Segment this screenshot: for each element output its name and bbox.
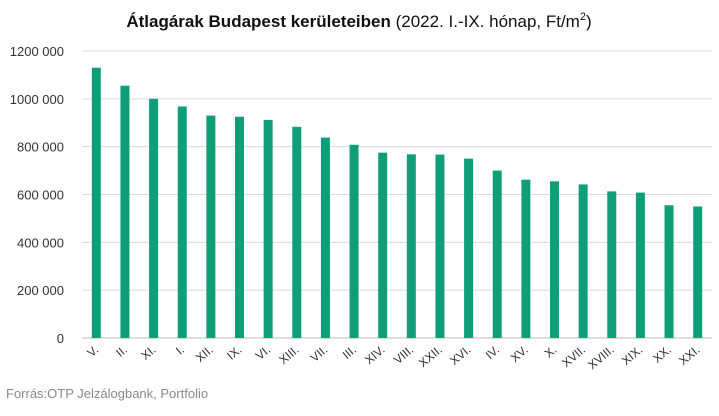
gridlines xyxy=(82,50,712,339)
x-tick-label: XVII. xyxy=(559,343,588,370)
x-tick-label: XIV. xyxy=(362,343,388,368)
x-tick-label: XIII. xyxy=(276,343,301,367)
bar xyxy=(521,179,531,338)
chart-title: Átlagárak Budapest kerületeiben (2022. I… xyxy=(126,11,591,31)
bar xyxy=(693,206,703,338)
bar xyxy=(578,184,588,338)
y-tick-label: 600 000 xyxy=(17,188,64,203)
x-tick-label: XVIII. xyxy=(585,343,616,373)
bar xyxy=(120,85,130,338)
y-tick-label: 0 xyxy=(57,331,64,346)
x-tick-label: XVI. xyxy=(447,343,473,368)
bar xyxy=(492,170,502,338)
x-tick-label: XIX. xyxy=(619,343,645,368)
x-tick-label: VII. xyxy=(308,343,331,365)
y-axis-ticks: 0 200 000 400 000 600 000 800 000 1000 000 120… xyxy=(10,44,64,346)
y-tick-label: 1000 000 xyxy=(10,92,64,107)
bar xyxy=(91,67,101,338)
x-tick-label: XX. xyxy=(650,343,674,366)
title-superscript: 2 xyxy=(580,11,586,23)
x-tick-label: XI. xyxy=(138,343,158,363)
x-tick-label: III. xyxy=(340,343,359,362)
title-main: Átlagárak Budapest kerületeiben xyxy=(126,12,391,31)
x-tick-label: IX. xyxy=(224,343,244,363)
y-tick-label: 1200 000 xyxy=(10,44,64,59)
source-note: Forrás:OTP Jelzálogbank, Portfolio xyxy=(6,386,209,401)
x-tick-label: VIII. xyxy=(391,343,416,367)
title-subtitle-end: ) xyxy=(586,12,592,31)
x-tick-label: V. xyxy=(84,343,101,360)
bar xyxy=(607,191,617,338)
bar xyxy=(664,205,674,338)
bar xyxy=(464,158,474,338)
bar xyxy=(435,154,445,338)
bar xyxy=(235,116,244,338)
x-axis-ticks: V. II. XI. I. XII. IX. VI. XIII. VII. III. XIV. VII… xyxy=(84,343,702,373)
bar xyxy=(149,98,159,338)
title-subtitle: (2022. I.-IX. hónap, Ft/m xyxy=(396,12,580,31)
x-tick-label: XII. xyxy=(193,343,216,365)
bar xyxy=(550,181,559,338)
bar xyxy=(406,154,416,338)
bar xyxy=(349,144,359,338)
x-tick-label: II. xyxy=(113,343,130,360)
bar xyxy=(206,115,216,338)
bar xyxy=(378,152,388,338)
x-tick-label: XV. xyxy=(508,343,531,365)
y-tick-label: 200 000 xyxy=(17,283,64,298)
bar xyxy=(292,126,302,339)
bar xyxy=(263,119,273,338)
bars xyxy=(91,67,703,339)
x-tick-label: X. xyxy=(542,343,560,361)
x-tick-label: I. xyxy=(173,343,187,358)
x-tick-label: VI. xyxy=(253,343,273,363)
bar xyxy=(320,137,330,338)
bar xyxy=(177,106,187,338)
bar xyxy=(635,192,645,338)
y-tick-label: 800 000 xyxy=(17,140,64,155)
x-tick-label: XXI. xyxy=(676,343,702,368)
x-tick-label: XXII. xyxy=(416,343,445,370)
y-tick-label: 400 000 xyxy=(17,235,64,250)
x-tick-label: IV. xyxy=(483,343,502,362)
